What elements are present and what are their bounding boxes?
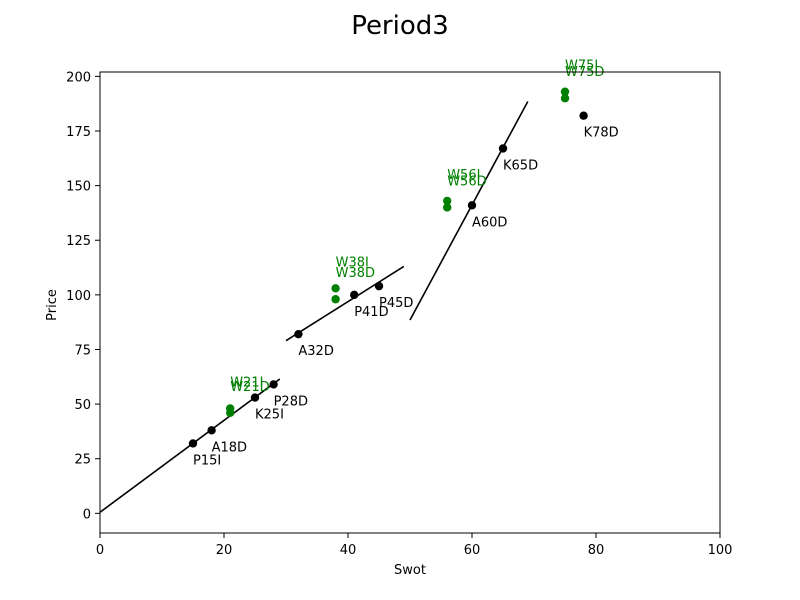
black-point-k65d <box>498 144 508 153</box>
x-tick-label-60: 60 <box>464 543 481 558</box>
y-tick-label-50: 50 <box>74 398 91 413</box>
black-point-label-k65d: K65D <box>503 158 538 173</box>
black-point-a32d <box>294 329 303 339</box>
black-point-label-a60d: A60D <box>472 215 507 230</box>
black-point-label-p28d: P28D <box>274 394 308 409</box>
green-point-label-w21d: W21D <box>230 380 269 395</box>
green-point-label-w21i: W21I <box>230 375 263 390</box>
y-axis-label: Price <box>45 289 60 321</box>
x-tick-label-80: 80 <box>588 543 605 558</box>
y-tick-label-150: 150 <box>66 180 91 195</box>
black-point-k25i <box>250 393 260 402</box>
x-tick-label-20: 20 <box>216 543 233 558</box>
chart-title: Period3 <box>351 11 449 41</box>
green-point-w38d <box>331 295 340 304</box>
green-point-w38i <box>331 284 340 293</box>
black-point-k78d <box>579 111 588 120</box>
y-tick-label-75: 75 <box>74 343 91 358</box>
black-point-label-k25i: K25I <box>255 408 284 423</box>
x-tick-label-40: 40 <box>340 543 357 558</box>
green-point-label-w75d: W75D <box>565 65 604 80</box>
green-point-label-w56d: W56D <box>447 174 486 189</box>
y-tick-label-125: 125 <box>66 234 91 249</box>
black-point-a18d <box>207 426 216 435</box>
green-point-label-w75i: W75I <box>565 59 598 74</box>
y-tick-label-200: 200 <box>66 70 91 85</box>
black-point-label-a32d: A32D <box>298 344 333 359</box>
regression-lines <box>99 101 529 513</box>
black-point-p41d <box>350 290 359 300</box>
y-tick-label-25: 25 <box>74 453 91 468</box>
y-tick-label-175: 175 <box>66 125 91 140</box>
green-point-w56d <box>443 203 452 212</box>
y-tick-label-0: 0 <box>83 507 91 522</box>
fit-line-2 <box>285 265 405 342</box>
black-point-label-p15i: P15I <box>193 453 221 468</box>
black-point-label-k78d: K78D <box>584 126 619 141</box>
black-point-label-p45d: P45D <box>379 296 413 311</box>
black-point-label-a18d: A18D <box>212 440 247 455</box>
black-point-p45d <box>374 281 384 291</box>
green-point-w21d <box>226 408 235 418</box>
green-point-label-w56i: W56I <box>447 168 480 183</box>
black-point-label-p41d: P41D <box>354 305 388 320</box>
green-point-label-w38i: W38I <box>336 255 369 270</box>
axes: 0 20 40 60 80 100 0 25 50 75 100 125 150 175 200 <box>66 70 732 558</box>
green-point-w75d <box>560 94 570 103</box>
green-point-label-w38d: W38D <box>336 266 375 281</box>
black-point-a60d <box>467 201 477 210</box>
black-point-p15i <box>188 439 198 448</box>
green-point-w56i <box>443 196 452 206</box>
x-tick-label-100: 100 <box>708 543 733 558</box>
y-tick-label-100: 100 <box>66 289 91 304</box>
x-axis-label: Swot <box>394 563 426 578</box>
fit-line-3 <box>409 101 529 321</box>
black-point-p28d <box>269 380 278 389</box>
plot-frame <box>99 71 721 534</box>
data-points <box>188 87 588 448</box>
green-point-w75i <box>560 87 570 96</box>
x-tick-label-0: 0 <box>96 543 104 558</box>
